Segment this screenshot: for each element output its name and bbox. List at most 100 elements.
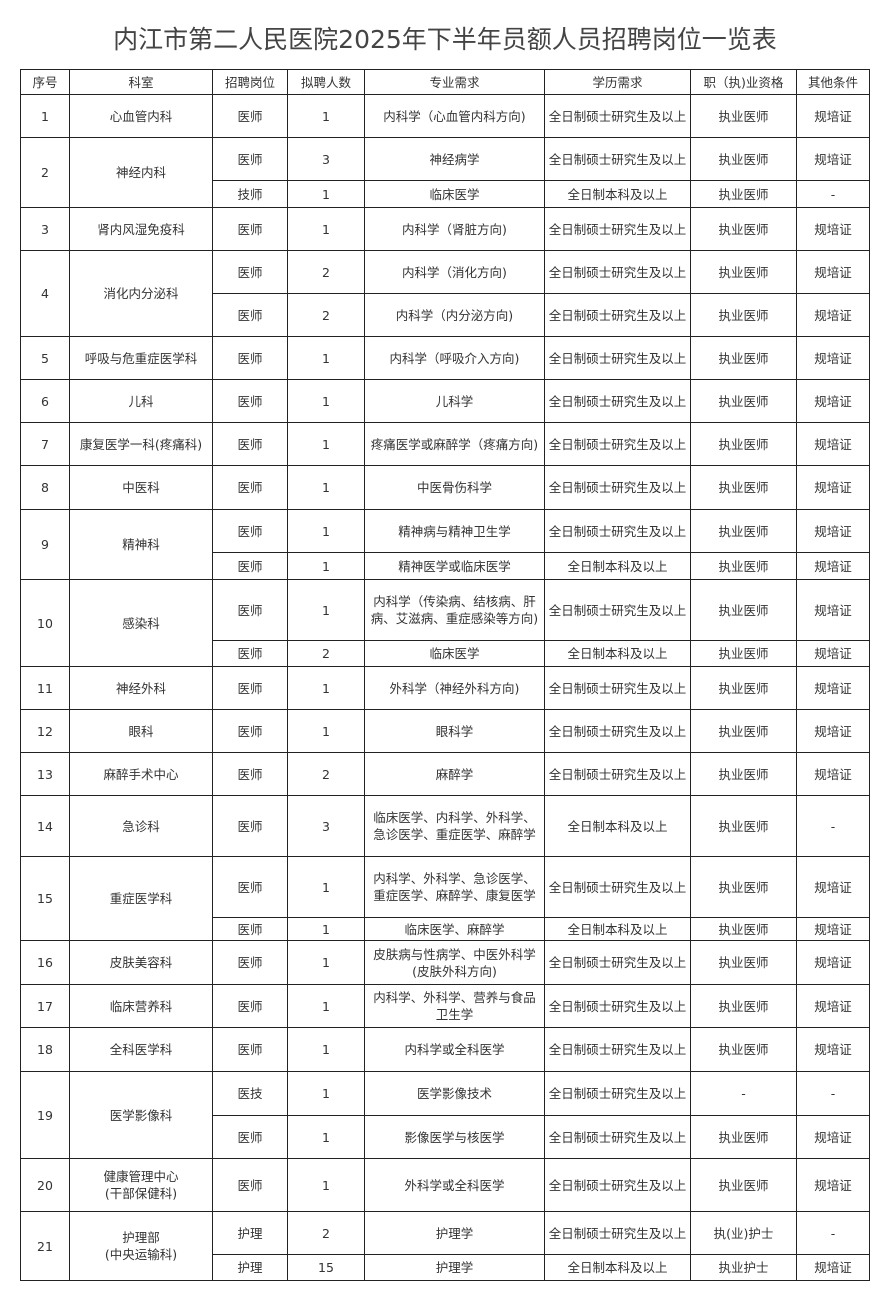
col-department-header: 科室	[69, 69, 213, 95]
education-cell: 全日制硕士研究生及以上	[544, 293, 691, 337]
other-cell: -	[796, 1211, 870, 1255]
major-cell: 内科学（肾脏方向)	[364, 207, 545, 251]
position-cell: 医师	[212, 207, 288, 251]
count-cell: 1	[287, 666, 365, 710]
count-cell: 1	[287, 579, 365, 641]
education-cell: 全日制硕士研究生及以上	[544, 94, 691, 138]
other-cell: 规培证	[796, 579, 870, 641]
department-name: 神经外科	[69, 666, 213, 710]
major-cell: 内科学（传染病、结核病、肝病、艾滋病、重症感染等方向)	[364, 579, 545, 641]
position-cell: 医师	[212, 552, 288, 580]
position-cell: 医师	[212, 709, 288, 753]
position-cell: 医师	[212, 137, 288, 181]
other-cell: 规培证	[796, 94, 870, 138]
qualification-cell: 执业医师	[690, 94, 797, 138]
qualification-cell: 执业医师	[690, 1027, 797, 1072]
col-major-header: 专业需求	[364, 69, 545, 95]
row-number: 21	[20, 1211, 70, 1281]
position-cell: 医师	[212, 795, 288, 857]
other-cell: 规培证	[796, 336, 870, 380]
qualification-cell: 执业医师	[690, 1158, 797, 1212]
row-number: 15	[20, 856, 70, 941]
other-cell: -	[796, 795, 870, 857]
education-cell: 全日制硕士研究生及以上	[544, 422, 691, 466]
major-cell: 影像医学与核医学	[364, 1115, 545, 1159]
table-row: 3 肾内风湿免疫科 医师 1 内科学（肾脏方向) 全日制硕士研究生及以上 执业医师 规培证	[20, 207, 870, 251]
qualification-cell: 执业医师	[690, 207, 797, 251]
qualification-cell: 执业医师	[690, 379, 797, 423]
department-name: 中医科	[69, 465, 213, 510]
table-row: 1 心血管内科 医师 1 内科学（心血管内科方向) 全日制硕士研究生及以上 执业医师 规培证	[20, 94, 870, 138]
count-cell: 1	[287, 180, 365, 208]
department-name: 急诊科	[69, 795, 213, 857]
qualification-cell: 执业医师	[690, 752, 797, 796]
count-cell: 1	[287, 709, 365, 753]
position-cell: 医师	[212, 752, 288, 796]
qualification-cell: 执业医师	[690, 137, 797, 181]
qualification-cell: 执业医师	[690, 709, 797, 753]
col-count-header: 拟聘人数	[287, 69, 365, 95]
major-cell: 外科学（神经外科方向)	[364, 666, 545, 710]
qualification-cell: 执业医师	[690, 422, 797, 466]
qualification-cell: 执业医师	[690, 552, 797, 580]
count-cell: 1	[287, 509, 365, 553]
row-number: 2	[20, 137, 70, 208]
qualification-cell: 执业医师	[690, 856, 797, 918]
count-cell: 1	[287, 552, 365, 580]
position-cell: 医师	[212, 509, 288, 553]
other-cell: -	[796, 180, 870, 208]
education-cell: 全日制本科及以上	[544, 552, 691, 580]
education-cell: 全日制硕士研究生及以上	[544, 207, 691, 251]
department-name: 心血管内科	[69, 94, 213, 138]
other-cell: 规培证	[796, 137, 870, 181]
department-name: 神经内科	[69, 137, 213, 208]
department-name: 眼科	[69, 709, 213, 753]
education-cell: 全日制硕士研究生及以上	[544, 984, 691, 1028]
position-cell: 医师	[212, 379, 288, 423]
table-row: 医师 2 临床医学 全日制本科及以上 执业医师 规培证	[21, 640, 870, 667]
department-name: 护理部 (中央运输科)	[69, 1211, 213, 1281]
other-cell: 规培证	[796, 207, 870, 251]
department-name: 精神科	[69, 509, 213, 580]
qualification-cell: 执业医师	[690, 795, 797, 857]
education-cell: 全日制本科及以上	[544, 795, 691, 857]
department-name: 儿科	[69, 379, 213, 423]
position-cell: 护理	[212, 1254, 288, 1281]
position-cell: 医师	[212, 293, 288, 337]
department-name: 健康管理中心 (干部保健科)	[69, 1158, 213, 1212]
department-name: 消化内分泌科	[69, 250, 213, 337]
education-cell: 全日制硕士研究生及以上	[544, 509, 691, 553]
row-number: 1	[20, 94, 70, 138]
col-education-header: 学历需求	[544, 69, 691, 95]
education-cell: 全日制硕士研究生及以上	[544, 465, 691, 510]
position-cell: 医师	[212, 422, 288, 466]
table-row: 4 消化内分泌科 医师 2 内科学（消化方向) 全日制硕士研究生及以上 执业医师 规培证	[20, 250, 870, 337]
other-cell: 规培证	[796, 465, 870, 510]
qualification-cell: 执业护士	[690, 1254, 797, 1281]
table-row: 技师 1 临床医学 全日制本科及以上 执业医师 -	[21, 180, 870, 208]
other-cell: 规培证	[796, 509, 870, 553]
qualification-cell: 执业医师	[690, 640, 797, 667]
other-cell: 规培证	[796, 422, 870, 466]
major-cell: 疼痛医学或麻醉学（疼痛方向)	[364, 422, 545, 466]
qualification-cell: 执业医师	[690, 180, 797, 208]
education-cell: 全日制硕士研究生及以上	[544, 579, 691, 641]
other-cell: 规培证	[796, 379, 870, 423]
department-name: 康复医学一科(疼痛科)	[69, 422, 213, 466]
row-number: 11	[20, 666, 70, 710]
position-cell: 医师	[212, 856, 288, 918]
count-cell: 1	[287, 336, 365, 380]
major-cell: 内科学或全科医学	[364, 1027, 545, 1072]
count-cell: 1	[287, 856, 365, 918]
major-cell: 精神医学或临床医学	[364, 552, 545, 580]
table-row: 20 健康管理中心 (干部保健科) 医师 1 外科学或全科医学 全日制硕士研究生及以上 执业…	[20, 1158, 870, 1212]
table-row: 护理 15 护理学 全日制本科及以上 执业护士 规培证	[21, 1254, 870, 1281]
qualification-cell: 执业医师	[690, 917, 797, 941]
qualification-cell: -	[690, 1071, 797, 1116]
major-cell: 临床医学、麻醉学	[364, 917, 545, 941]
position-cell: 医师	[212, 1158, 288, 1212]
major-cell: 内科学（呼吸介入方向)	[364, 336, 545, 380]
other-cell: 规培证	[796, 250, 870, 294]
education-cell: 全日制硕士研究生及以上	[544, 856, 691, 918]
table-row: 医师 1 影像医学与核医学 全日制硕士研究生及以上 执业医师 规培证	[21, 1115, 870, 1159]
